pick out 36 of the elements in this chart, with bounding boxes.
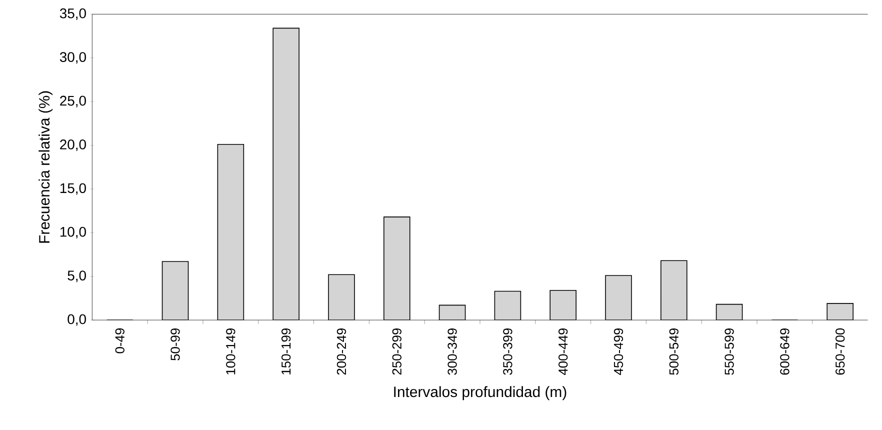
bar bbox=[272, 28, 300, 320]
bar bbox=[550, 290, 576, 320]
y-tick-label: 15,0 bbox=[60, 183, 86, 195]
y-tick-label: 25,0 bbox=[60, 96, 86, 108]
x-tick-label: 200-249 bbox=[336, 328, 346, 375]
x-tick-label: 650-700 bbox=[836, 328, 845, 375]
x-tick-label: 450-499 bbox=[614, 328, 624, 375]
x-tick-label: 0-49 bbox=[115, 328, 124, 354]
x-tick-label: 400-449 bbox=[558, 328, 568, 375]
y-tick-label: 20,0 bbox=[60, 139, 86, 151]
bar bbox=[826, 302, 854, 320]
bar bbox=[716, 304, 743, 320]
x-tick-label: 600-649 bbox=[780, 328, 790, 375]
bar bbox=[328, 274, 355, 320]
y-tick-label: 35,0 bbox=[60, 8, 86, 20]
x-tick-label: 150-199 bbox=[281, 328, 291, 374]
bar bbox=[660, 260, 688, 320]
bar bbox=[162, 261, 189, 320]
x-tick-label: 350-399 bbox=[503, 328, 512, 375]
y-tick-label: 5,0 bbox=[68, 270, 86, 282]
y-tick-label: 0,0 bbox=[68, 314, 86, 326]
bar bbox=[383, 216, 410, 320]
y-axis-title: Frecuencia relativa (%) bbox=[38, 91, 53, 243]
x-tick-label: 50-99 bbox=[170, 328, 180, 360]
x-axis-title: Intervalos profundidad (m) bbox=[394, 386, 566, 400]
x-tick-label: 250-299 bbox=[392, 328, 402, 375]
bar bbox=[605, 274, 632, 320]
x-tick-label: 550-599 bbox=[724, 328, 734, 375]
y-tick-label: 10,0 bbox=[60, 226, 86, 238]
x-tick-label: 500-549 bbox=[669, 328, 678, 375]
y-tick-label: 30,0 bbox=[60, 52, 86, 64]
x-tick-label: 300-349 bbox=[448, 328, 457, 375]
x-tick-label: 100-149 bbox=[226, 328, 236, 374]
bar bbox=[438, 304, 466, 320]
bar bbox=[217, 144, 244, 320]
bar bbox=[494, 290, 522, 320]
